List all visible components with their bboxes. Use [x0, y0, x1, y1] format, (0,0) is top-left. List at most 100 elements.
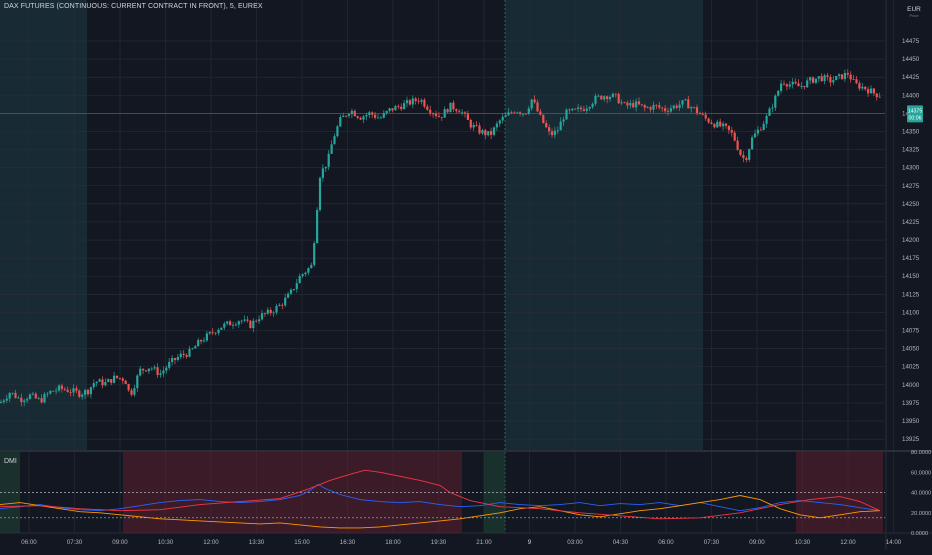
candle-body-229	[664, 108, 667, 112]
candle-body-231	[669, 108, 672, 112]
candle-body-83	[240, 320, 243, 322]
candle-body-186	[539, 111, 542, 115]
x-tick-label-16: 09:00	[749, 539, 765, 546]
candle-body-288	[835, 76, 838, 81]
candle-body-136	[394, 106, 397, 111]
price-tick-label-13: 14250	[902, 201, 920, 208]
candle-body-127	[368, 112, 371, 115]
price-tick-label-8: 14125	[902, 291, 920, 298]
candle-body-253	[733, 132, 736, 141]
candle-body-211	[611, 93, 614, 98]
candle-body-170	[492, 127, 496, 135]
candle-body-171	[495, 123, 498, 128]
candle-body-189	[548, 127, 551, 132]
candle-body-31	[89, 387, 92, 395]
candle-body-291	[843, 72, 846, 80]
candle-body-200	[579, 107, 583, 110]
candle-body-154	[446, 109, 449, 113]
price-tick-label-17: 14350	[902, 128, 920, 135]
candle-body-217	[629, 103, 632, 106]
candle-body-295	[855, 79, 858, 84]
candle-body-201	[582, 109, 585, 111]
candle-body-227	[658, 105, 661, 108]
x-tick-label-12: 03:00	[567, 539, 583, 546]
candle-body-131	[379, 117, 382, 119]
candle-body-50	[144, 370, 148, 372]
candle-body-144	[417, 101, 420, 102]
candle-body-198	[574, 108, 577, 110]
candle-body-163	[472, 125, 475, 128]
candle-body-61	[176, 357, 179, 360]
candle-body-86	[249, 320, 252, 329]
candle-body-100	[289, 289, 293, 294]
candle-body-5	[14, 392, 17, 398]
candle-body-68	[197, 340, 200, 347]
candle-body-149	[432, 113, 435, 115]
x-tick-label-1: 07:30	[67, 539, 83, 546]
candle-body-238	[690, 107, 693, 109]
candle-body-218	[632, 103, 635, 108]
candle-body-20	[57, 385, 61, 391]
candle-body-56	[162, 370, 165, 374]
x-tick-label-8: 18:00	[385, 539, 401, 546]
candle-body-254	[736, 140, 739, 150]
candle-body-283	[820, 76, 823, 82]
candle-body-157	[455, 109, 458, 112]
candle-body-124	[359, 117, 362, 120]
candle-body-152	[440, 116, 443, 118]
candle-body-34	[98, 379, 101, 382]
candle-body-22	[63, 388, 66, 390]
candle-body-239	[693, 107, 696, 109]
candle-body-268	[777, 90, 780, 96]
candle-body-259	[751, 137, 754, 150]
price-tick-label-21: 14450	[902, 56, 920, 63]
candle-body-166	[481, 130, 484, 134]
candle-body-135	[391, 108, 394, 111]
candle-body-225	[652, 104, 655, 110]
candle-body-21	[60, 385, 63, 389]
candle-body-84	[243, 319, 246, 321]
candle-body-67	[194, 346, 197, 349]
candle-body-196	[568, 109, 571, 111]
candle-body-47	[136, 375, 139, 389]
candle-body-30	[86, 389, 90, 395]
candle-body-96	[278, 304, 281, 306]
time-axis-bg	[0, 533, 932, 550]
candle-body-175	[507, 112, 510, 116]
candle-body-240	[695, 107, 699, 113]
candle-body-167	[484, 130, 487, 136]
candle-body-103	[298, 275, 301, 284]
candle-body-70	[202, 340, 206, 342]
candle-body-53	[153, 367, 156, 369]
dmi-tick-label-4: 80.0000	[911, 450, 931, 456]
candle-body-36	[104, 382, 107, 386]
candle-body-282	[817, 76, 820, 79]
candle-body-226	[655, 104, 658, 106]
candle-body-137	[397, 106, 400, 107]
candle-body-161	[466, 113, 469, 120]
candle-body-52	[150, 368, 153, 370]
candle-body-89	[258, 319, 261, 322]
dmi-tick-label-0: 0.0000	[911, 531, 928, 537]
candle-body-162	[469, 119, 472, 128]
candle-body-232	[672, 105, 675, 109]
candle-body-35	[101, 379, 104, 386]
candle-body-108	[313, 243, 316, 265]
price-tick-label-6: 14075	[902, 328, 920, 335]
candle-body-13	[37, 398, 40, 399]
candle-body-54	[156, 367, 159, 375]
candle-body-279	[809, 77, 812, 81]
last-price-value: 14375	[908, 108, 923, 114]
price-tick-label-12: 14225	[902, 219, 920, 226]
candle-body-302	[875, 93, 878, 98]
candle-body-11	[31, 393, 34, 395]
candle-body-263	[762, 123, 765, 131]
candle-body-101	[292, 289, 295, 290]
candle-body-300	[869, 88, 873, 94]
candle-body-120	[347, 114, 351, 116]
dmi-series-line-1	[0, 495, 881, 529]
candle-body-214	[620, 102, 623, 104]
candle-body-290	[840, 74, 844, 80]
